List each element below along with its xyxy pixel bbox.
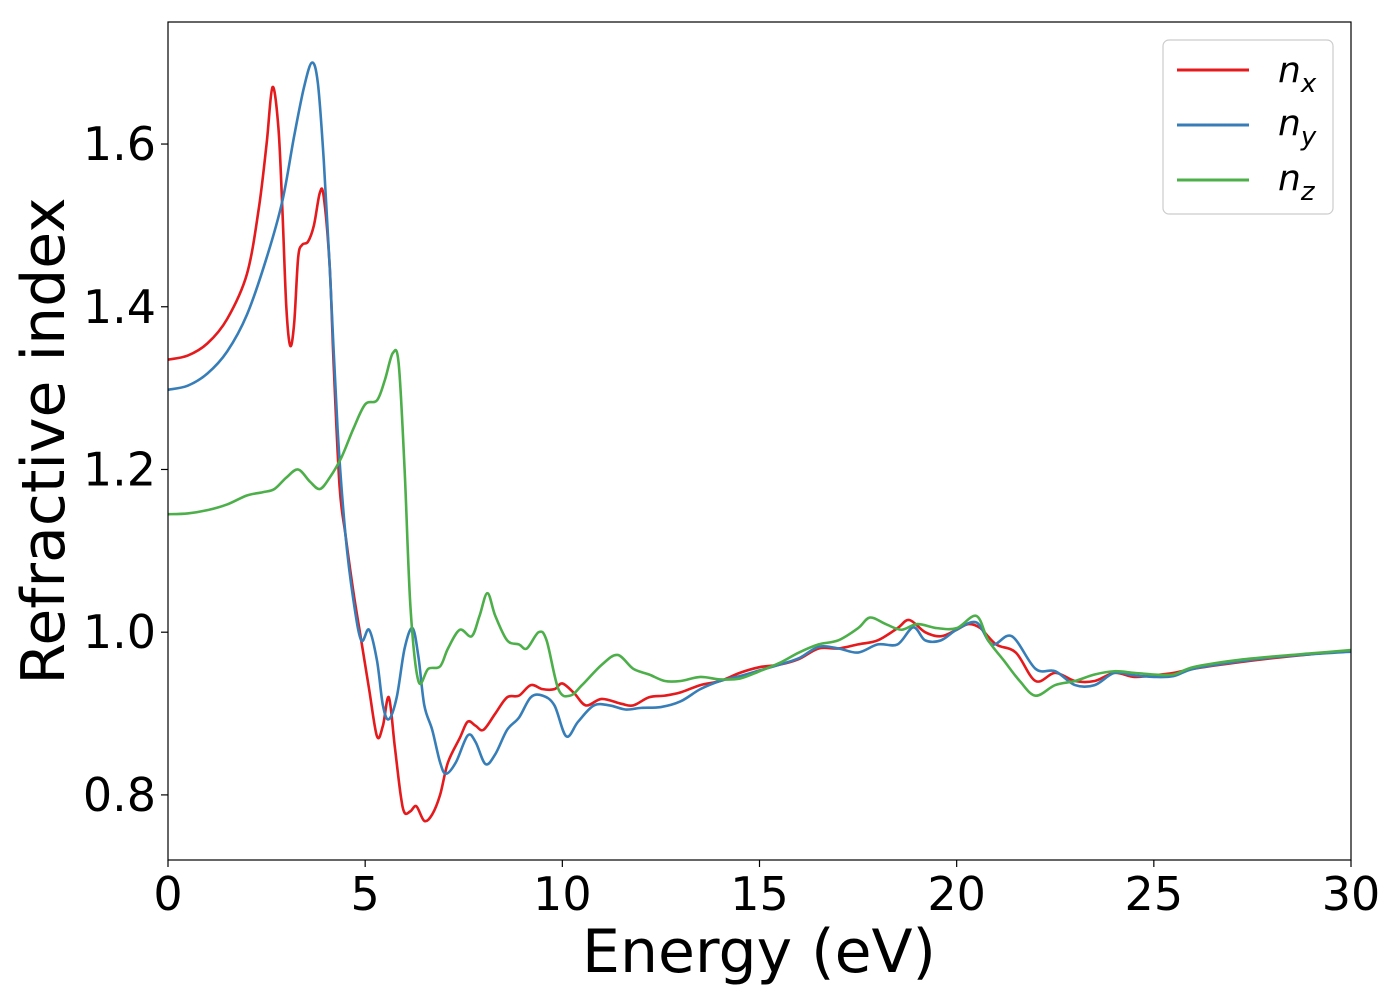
legend-label-nz: nz: [1278, 158, 1316, 207]
series-line-ny: [167, 61, 1352, 776]
y-tick-label: 1.0: [83, 605, 156, 659]
x-tick-label: 25: [1125, 867, 1184, 921]
x-tick-label: 0: [153, 867, 182, 921]
x-tick-label: 20: [927, 867, 986, 921]
x-tick-label: 30: [1322, 867, 1381, 921]
series-line-nz: [167, 348, 1352, 698]
x-tick-label: 10: [533, 867, 592, 921]
legend-label-nx: nx: [1278, 50, 1317, 99]
x-tick-label: 5: [351, 867, 380, 921]
y-axis-label: Refractive index: [9, 197, 79, 684]
y-tick-label: 1.6: [83, 117, 156, 171]
y-axis-ticks: 0.8 1.0 1.2 1.4 1.6: [83, 117, 168, 822]
x-axis-ticks: 0 5 10 15 20 25 30: [153, 860, 1380, 921]
y-tick-label: 1.4: [83, 280, 156, 334]
legend-box: [1162, 39, 1334, 215]
y-tick-label: 0.8: [83, 768, 156, 822]
x-axis-label: Energy (eV): [582, 917, 936, 987]
x-tick-label: 15: [730, 867, 789, 921]
legend: nx ny nz: [1162, 39, 1334, 215]
y-tick-label: 1.2: [83, 442, 156, 496]
legend-label-ny: ny: [1278, 103, 1317, 152]
series-layer: [167, 61, 1352, 823]
